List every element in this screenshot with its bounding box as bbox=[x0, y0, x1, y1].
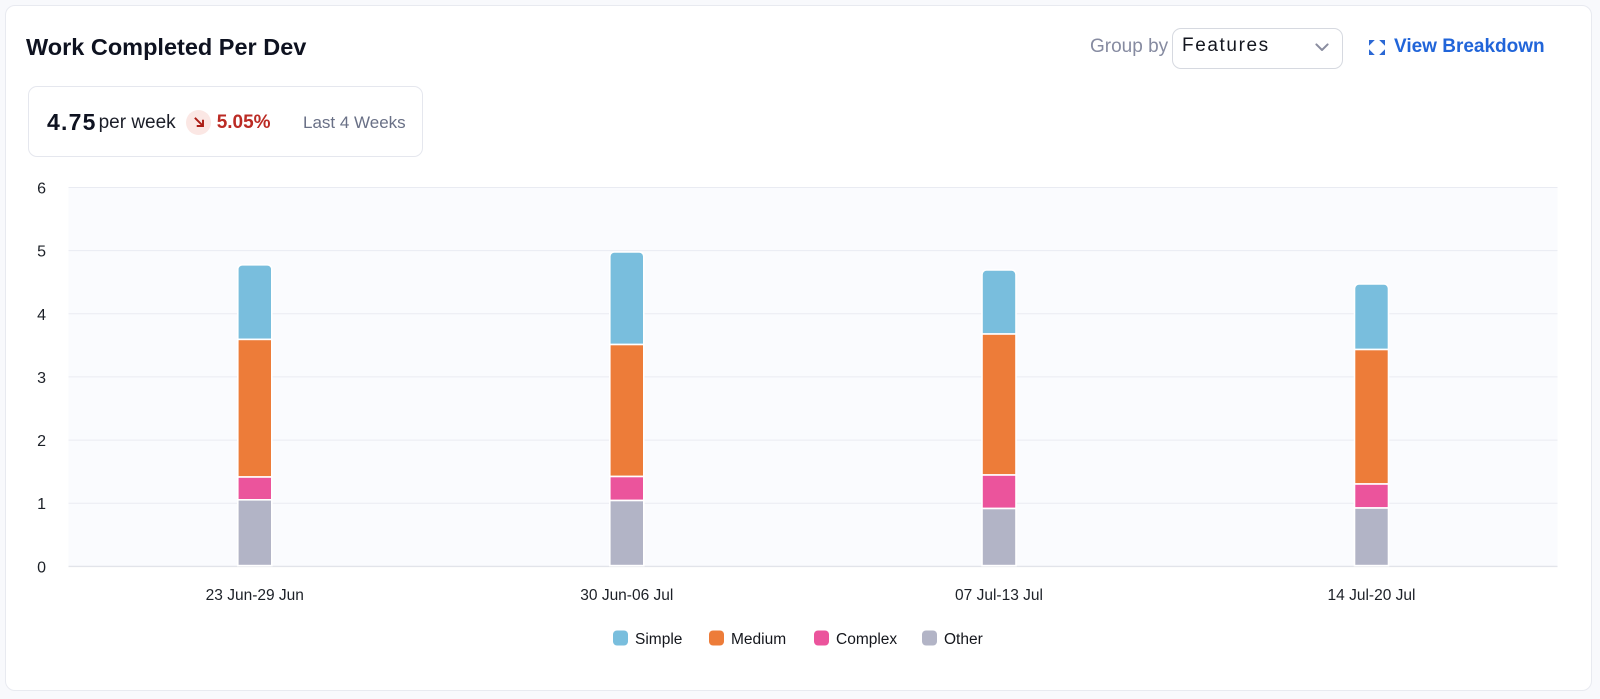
svg-text:5: 5 bbox=[37, 244, 46, 261]
svg-text:4: 4 bbox=[37, 307, 46, 324]
svg-text:Other: Other bbox=[944, 631, 983, 648]
svg-text:3: 3 bbox=[37, 370, 46, 387]
svg-text:6: 6 bbox=[37, 181, 46, 198]
svg-text:Complex: Complex bbox=[836, 631, 897, 648]
svg-text:0: 0 bbox=[37, 559, 46, 576]
svg-text:30 Jun-06 Jul: 30 Jun-06 Jul bbox=[580, 587, 673, 604]
svg-text:2: 2 bbox=[37, 433, 46, 450]
svg-text:14 Jul-20 Jul: 14 Jul-20 Jul bbox=[1328, 587, 1416, 604]
svg-text:07 Jul-13 Jul: 07 Jul-13 Jul bbox=[955, 587, 1043, 604]
svg-text:Simple: Simple bbox=[635, 631, 682, 648]
svg-text:1: 1 bbox=[37, 496, 46, 513]
svg-text:Medium: Medium bbox=[731, 631, 786, 648]
svg-text:23 Jun-29 Jun: 23 Jun-29 Jun bbox=[206, 587, 304, 604]
